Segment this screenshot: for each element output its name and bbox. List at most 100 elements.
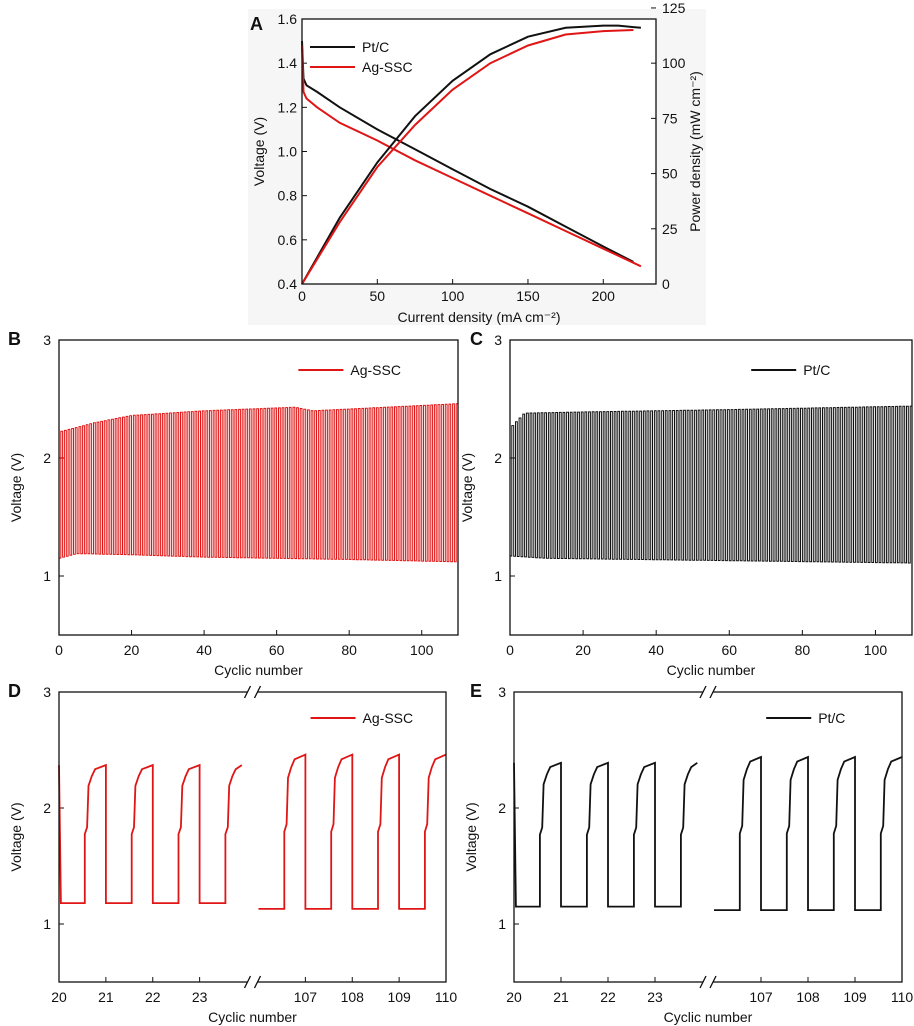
x-tick-label: 60 (721, 642, 737, 658)
x-tick-label: 200 (592, 288, 616, 304)
x-tick-label: 23 (192, 989, 208, 1005)
y2-tick-label: 75 (662, 110, 678, 126)
plot-frame (509, 339, 913, 636)
axis-break-mask (247, 976, 258, 988)
x-tick-label: 23 (647, 989, 663, 1005)
panel-letter: B (8, 329, 21, 349)
series-line (301, 29, 634, 285)
y-axis-label: Voltage (V) (463, 802, 479, 871)
panel-letter: E (470, 681, 482, 701)
x-tick-label: 109 (387, 989, 411, 1005)
x-tick-label: 80 (795, 642, 811, 658)
series-line (513, 761, 698, 908)
y-tick-label: 1 (43, 916, 51, 932)
axis-break-mark (253, 685, 262, 699)
x-tick-label: 0 (298, 288, 306, 304)
axis-break-mark (243, 685, 252, 699)
x-tick-label: 110 (891, 989, 914, 1005)
panel-letter: C (470, 329, 483, 349)
x-tick-label: 107 (294, 989, 318, 1005)
y-tick-label: 3 (498, 684, 506, 700)
axis-break-mask (703, 976, 713, 988)
y-axis-label: Voltage (V) (8, 802, 24, 871)
x-tick-label: 40 (648, 642, 664, 658)
y-tick-label: 1.2 (278, 99, 298, 115)
x-axis-label: Current density (mA cm⁻²) (398, 309, 561, 325)
plot-frame (513, 691, 903, 983)
y-tick-label: 2 (498, 800, 506, 816)
x-tick-label: 20 (575, 642, 591, 658)
x-tick-label: 50 (370, 288, 386, 304)
x-tick-label: 60 (269, 642, 285, 658)
x-tick-label: 20 (51, 989, 67, 1005)
plot-frame (301, 18, 657, 285)
y-tick-label: 3 (494, 332, 502, 348)
y-tick-label: 2 (43, 800, 51, 816)
x-tick-label: 40 (196, 642, 212, 658)
x-tick-label: 100 (410, 642, 434, 658)
y2-tick-label: 25 (662, 221, 678, 237)
x-tick-label: 100 (864, 642, 888, 658)
y-axis-label: Voltage (V) (459, 453, 475, 522)
x-axis-label: Cyclic number (664, 1009, 753, 1025)
legend-label: Pt/C (362, 39, 389, 55)
y-tick-label: 1 (43, 568, 51, 584)
y2-tick-label: 50 (662, 166, 678, 182)
x-tick-label: 100 (441, 288, 465, 304)
y-tick-label: 0.8 (278, 188, 298, 204)
y2-tick-label: 100 (662, 55, 686, 71)
series-line (510, 405, 912, 564)
x-tick-label: 110 (435, 989, 458, 1005)
y-tick-label: 1 (498, 916, 506, 932)
y2-axis-label: Power density (mW cm⁻²) (687, 71, 703, 232)
y-tick-label: 3 (43, 332, 51, 348)
series-line (301, 45, 642, 268)
axis-break-mark (253, 975, 262, 989)
panel-c: 0 20 40 60 80 100 1 2 3 Cyclic number Voltage (V) C… (459, 329, 913, 678)
x-tick-label: 150 (516, 288, 540, 304)
x-tick-label: 20 (124, 642, 140, 658)
y-tick-label: 2 (43, 450, 51, 466)
y-tick-label: 0.4 (278, 276, 298, 292)
y-tick-label: 2 (494, 450, 502, 466)
x-tick-label: 20 (506, 989, 522, 1005)
legend-label: Ag-SSC (350, 362, 401, 378)
legend-label: Ag-SSC (363, 710, 414, 726)
x-tick-label: 21 (98, 989, 114, 1005)
x-axis-label: Cyclic number (667, 662, 756, 678)
series-line (714, 755, 903, 911)
x-tick-label: 22 (145, 989, 161, 1005)
plot-frame (58, 691, 447, 983)
y-axis-label: Voltage (V) (251, 117, 267, 186)
legend-label: Ag-SSC (362, 59, 413, 75)
series-line (301, 41, 634, 263)
x-tick-label: 108 (341, 989, 365, 1005)
series-line (58, 763, 243, 904)
x-tick-label: 0 (55, 642, 63, 658)
panel-a: 0 50 100 150 200 0.4 0.6 0.8 1.0 1.2 1.4 1.6 0 25 50 75… (248, 0, 706, 325)
plot-frame (58, 339, 459, 636)
y-tick-label: 1.0 (278, 144, 298, 160)
y-tick-label: 1.6 (278, 11, 298, 27)
axis-break-mark (699, 685, 707, 699)
y-tick-label: 1 (494, 568, 502, 584)
y-tick-label: 0.6 (278, 232, 298, 248)
axis-break-mask (247, 686, 258, 698)
x-tick-label: 21 (553, 989, 569, 1005)
y2-tick-label: 0 (662, 276, 670, 292)
axis-break-mark (243, 975, 252, 989)
series-line (301, 24, 641, 285)
legend-label: Pt/C (803, 362, 830, 378)
x-tick-label: 107 (749, 989, 773, 1005)
series-line (59, 403, 458, 563)
axis-break-mark (709, 685, 717, 699)
panel-letter: A (250, 14, 263, 34)
x-tick-label: 22 (600, 989, 616, 1005)
plot-background (302, 19, 656, 284)
y2-tick-label: 125 (662, 0, 686, 16)
x-tick-label: 80 (341, 642, 357, 658)
y-tick-label: 3 (43, 684, 51, 700)
